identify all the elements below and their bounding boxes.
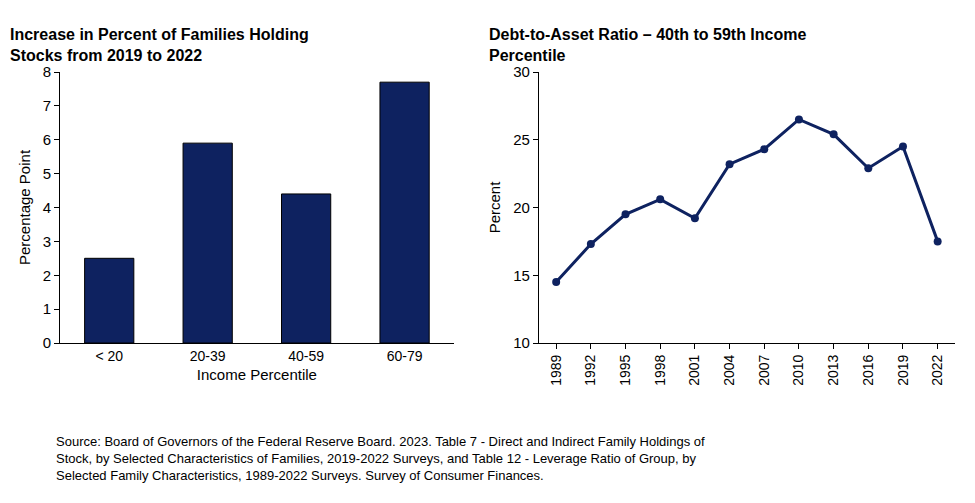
svg-text:2022: 2022 (929, 354, 945, 385)
svg-text:Income Percentile: Income Percentile (197, 366, 317, 383)
svg-text:2: 2 (43, 267, 51, 284)
svg-text:Debt-to-Asset Ratio – 40th to: Debt-to-Asset Ratio – 40th to 59th Incom… (489, 26, 806, 64)
svg-text:25: 25 (513, 131, 530, 148)
svg-text:0: 0 (43, 334, 51, 351)
svg-text:10: 10 (513, 334, 530, 351)
svg-text:2010: 2010 (790, 354, 806, 385)
svg-text:1992: 1992 (582, 354, 598, 385)
svg-text:3: 3 (43, 233, 51, 250)
svg-text:5: 5 (43, 165, 51, 182)
svg-text:1995: 1995 (617, 354, 633, 385)
svg-text:40-59: 40-59 (288, 348, 324, 364)
svg-text:Increase in Percent of Familie: Increase in Percent of Families HoldingS… (10, 26, 309, 64)
svg-text:2007: 2007 (756, 354, 772, 385)
svg-text:4: 4 (43, 199, 51, 216)
svg-text:7: 7 (43, 97, 51, 114)
svg-text:30: 30 (513, 63, 530, 80)
svg-text:2019: 2019 (895, 354, 911, 385)
svg-text:Percent: Percent (486, 181, 503, 234)
svg-text:Source: Board of Governors of: Source: Board of Governors of the Federa… (56, 434, 705, 483)
svg-text:1989: 1989 (548, 354, 564, 385)
svg-text:20-39: 20-39 (190, 348, 226, 364)
svg-text:20: 20 (513, 199, 530, 216)
svg-text:2013: 2013 (825, 354, 841, 385)
svg-text:Percentage Point: Percentage Point (16, 149, 33, 265)
svg-text:60-79: 60-79 (387, 348, 423, 364)
svg-text:1: 1 (43, 300, 51, 317)
svg-text:2001: 2001 (686, 354, 702, 385)
svg-text:8: 8 (43, 63, 51, 80)
svg-text:15: 15 (513, 267, 530, 284)
svg-text:1998: 1998 (652, 354, 668, 385)
svg-text:6: 6 (43, 131, 51, 148)
svg-text:2016: 2016 (860, 354, 876, 385)
svg-text:< 20: < 20 (95, 348, 123, 364)
svg-text:2004: 2004 (721, 354, 737, 385)
